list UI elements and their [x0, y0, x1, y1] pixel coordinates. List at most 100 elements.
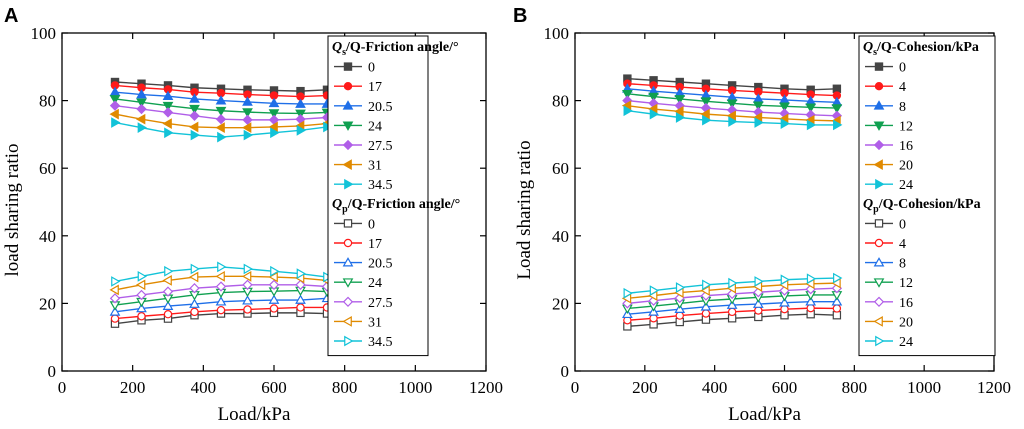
data-point [242, 279, 253, 290]
data-point [832, 311, 842, 320]
data-point [674, 95, 686, 105]
x-tick-label: 0 [571, 378, 580, 397]
x-tick-label: 600 [772, 378, 798, 397]
data-point [137, 271, 148, 282]
x-tick-label: 800 [332, 378, 358, 397]
legend-label: 17 [368, 80, 382, 95]
data-point [217, 131, 227, 143]
legend-swatch-marker [873, 278, 885, 288]
legend-swatch-marker [343, 81, 353, 91]
legend-label: 16 [899, 139, 913, 154]
data-point [268, 279, 280, 290]
data-point [779, 297, 790, 307]
data-point [832, 304, 842, 313]
data-point [111, 117, 121, 128]
legend-label: 12 [899, 119, 913, 134]
data-point [270, 127, 280, 139]
legend: Qs/Q-Cohesion/kPa 0 4 8 12 16 20 24 Qp/Q-Cohesio… [858, 35, 996, 357]
legend-swatch-marker [342, 121, 354, 131]
data-point [241, 271, 252, 282]
data-point [805, 103, 817, 113]
data-point [726, 110, 736, 122]
legend-group-title: Qp/Q-Friction angle/° [332, 197, 460, 215]
data-point [215, 296, 227, 306]
data-point [135, 279, 146, 291]
legend-swatch-marker [342, 316, 352, 327]
data-point [162, 286, 174, 297]
data-point [726, 299, 738, 309]
x-tick-label: 200 [632, 378, 658, 397]
series-qp-34.5 [111, 261, 333, 287]
legend-swatch-marker [873, 121, 885, 131]
series-qp-31 [109, 271, 331, 296]
legend-label: 17 [368, 237, 382, 252]
data-point [296, 124, 307, 136]
legend-swatch-marker [873, 257, 885, 267]
data-point [242, 96, 253, 106]
data-point [296, 303, 305, 312]
data-point [674, 106, 684, 117]
y-axis-title: load sharing ratio [2, 144, 23, 277]
data-point [242, 108, 253, 118]
data-point [188, 121, 199, 133]
legend-label: 24 [899, 335, 913, 350]
data-point [215, 271, 225, 282]
legend-swatch-marker [344, 178, 354, 190]
x-tick-label: 1200 [977, 378, 1011, 397]
data-point [215, 114, 227, 125]
data-point [268, 121, 278, 133]
y-tick-label: 80 [552, 92, 569, 111]
data-point [215, 122, 225, 133]
data-point [295, 294, 306, 304]
legend-label: 31 [368, 315, 382, 330]
data-point [189, 283, 200, 294]
y-tick-label: 20 [552, 294, 569, 313]
legend-swatch-marker [874, 81, 884, 91]
legend-label: 20 [899, 315, 913, 330]
legend-swatch-marker [873, 139, 885, 151]
data-point [243, 129, 254, 141]
data-point [137, 122, 148, 133]
legend-label: 16 [899, 296, 913, 311]
legend-swatch-marker [874, 62, 884, 71]
legend-label: 20.5 [368, 257, 393, 272]
data-point [623, 105, 633, 117]
data-point [136, 98, 147, 108]
data-point [109, 95, 121, 105]
legend-group-title: Qp/Q-Cohesion/kPa [863, 197, 981, 215]
data-point [268, 109, 280, 119]
data-point [806, 119, 817, 131]
data-point [831, 104, 843, 114]
data-point [241, 122, 252, 133]
data-point [190, 129, 201, 141]
legend-group-title: Qs/Q-Friction angle/° [332, 40, 459, 58]
data-point [295, 109, 306, 119]
data-point [163, 310, 173, 319]
data-point [242, 114, 253, 126]
data-point [295, 98, 306, 108]
legend-swatch-marker [873, 100, 885, 110]
y-tick-label: 60 [39, 159, 56, 178]
data-point [805, 296, 817, 306]
y-tick-label: 0 [48, 362, 57, 381]
data-point [189, 104, 200, 115]
data-point [833, 119, 843, 131]
data-point [833, 272, 843, 284]
x-tick-label: 200 [120, 378, 146, 397]
y-axis-title: Load sharing ratio [514, 140, 535, 279]
legend-label: 31 [368, 159, 382, 174]
data-point [754, 117, 764, 128]
legend-label: 0 [899, 217, 906, 232]
legend-label: 12 [899, 276, 913, 291]
panel-B: B0 200 400 600 800 1000 1200020406080100Load/k… [513, 5, 1011, 425]
data-point [109, 284, 119, 296]
data-point [700, 301, 712, 311]
data-point [622, 89, 633, 100]
series-qs-24 [623, 105, 843, 131]
y-tick-label: 100 [544, 24, 570, 43]
x-tick-label: 1000 [398, 378, 432, 397]
legend-label: 4 [899, 237, 906, 252]
data-point [268, 294, 280, 304]
legend-label: 8 [899, 257, 906, 272]
data-point [700, 285, 710, 296]
